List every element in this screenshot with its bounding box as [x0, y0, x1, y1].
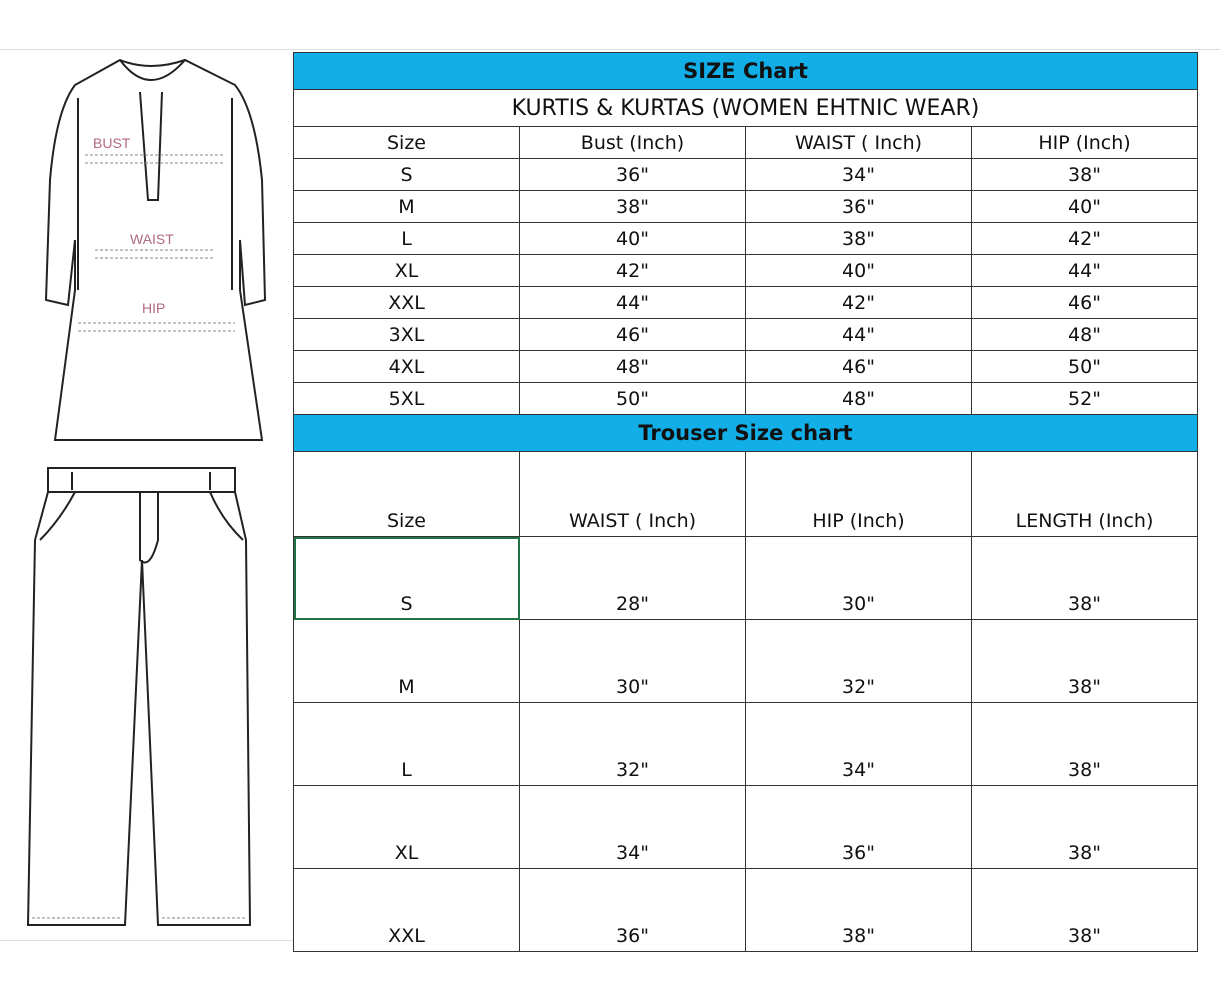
garment-illustration: BUST WAIST HIP [26, 58, 267, 926]
trouser-row: XXL 36" 38" 38" [293, 868, 1198, 952]
column-header: Size [293, 126, 520, 159]
kurta-row: XXL 44" 42" 46" [293, 286, 1198, 319]
trouser-header-row: Size WAIST ( Inch) HIP (Inch) LENGTH (In… [293, 451, 1198, 537]
table-cell[interactable]: 36" [519, 868, 746, 952]
trouser-banner: Trouser Size chart [293, 414, 1198, 452]
table-cell[interactable]: 38" [971, 785, 1198, 869]
table-cell[interactable]: 44" [519, 286, 746, 319]
table-cell[interactable]: 48" [971, 318, 1198, 351]
kurta-drawing: BUST WAIST HIP [44, 58, 267, 441]
kurta-row: S 36" 34" 38" [293, 158, 1198, 191]
table-cell[interactable]: 46" [745, 350, 972, 383]
kurta-row: M 38" 36" 40" [293, 190, 1198, 223]
waist-label: WAIST [130, 231, 174, 247]
table-cell[interactable]: S [293, 158, 520, 191]
table-cell[interactable]: 28" [519, 536, 746, 620]
trouser-row: L 32" 34" 38" [293, 702, 1198, 786]
table-cell[interactable]: L [293, 222, 520, 255]
table-cell[interactable]: 40" [519, 222, 746, 255]
table-cell[interactable]: 40" [745, 254, 972, 287]
table-cell[interactable]: 50" [971, 350, 1198, 383]
column-header: WAIST ( Inch) [745, 126, 972, 159]
table-cell[interactable]: 38" [745, 222, 972, 255]
table-cell[interactable]: 42" [745, 286, 972, 319]
table-cell[interactable]: M [293, 619, 520, 703]
table-cell[interactable]: 30" [519, 619, 746, 703]
table-cell[interactable]: 44" [971, 254, 1198, 287]
table-cell[interactable]: 36" [745, 190, 972, 223]
table-cell[interactable]: XL [293, 785, 520, 869]
table-cell[interactable]: 46" [519, 318, 746, 351]
column-header: Size [293, 451, 520, 537]
trouser-row: S 28" 30" 38" [293, 536, 1198, 620]
table-cell[interactable]: 38" [971, 619, 1198, 703]
table-cell[interactable]: 30" [745, 536, 972, 620]
kurta-row: L 40" 38" 42" [293, 222, 1198, 255]
table-cell[interactable]: 34" [745, 158, 972, 191]
kurta-header-row: Size Bust (Inch) WAIST ( Inch) HIP (Inch… [293, 126, 1198, 159]
trouser-row: XL 34" 36" 38" [293, 785, 1198, 869]
table-cell[interactable]: 36" [519, 158, 746, 191]
table-cell[interactable]: 34" [745, 702, 972, 786]
table-cell[interactable]: 42" [519, 254, 746, 287]
table-cell[interactable]: 38" [519, 190, 746, 223]
kurta-row: 5XL 50" 48" 52" [293, 382, 1198, 415]
column-header: LENGTH (Inch) [971, 451, 1198, 537]
table-cell[interactable]: 46" [971, 286, 1198, 319]
size-chart-banner: SIZE Chart [293, 52, 1198, 90]
table-cell[interactable]: S [293, 536, 520, 620]
kurta-row: 3XL 46" 44" 48" [293, 318, 1198, 351]
table-cell[interactable]: 48" [519, 350, 746, 383]
table-cell[interactable]: 38" [971, 536, 1198, 620]
table-cell[interactable]: 34" [519, 785, 746, 869]
table-cell[interactable]: 38" [971, 868, 1198, 952]
kurta-title: KURTIS & KURTAS (WOMEN EHTNIC WEAR) [293, 89, 1198, 127]
table-cell[interactable]: 38" [745, 868, 972, 952]
column-header: Bust (Inch) [519, 126, 746, 159]
column-header: WAIST ( Inch) [519, 451, 746, 537]
table-cell[interactable]: L [293, 702, 520, 786]
table-cell[interactable]: 38" [971, 702, 1198, 786]
bust-label: BUST [93, 135, 131, 151]
table-cell[interactable]: 44" [745, 318, 972, 351]
table-cell[interactable]: 36" [745, 785, 972, 869]
table-cell[interactable]: M [293, 190, 520, 223]
kurta-row: 4XL 48" 46" 50" [293, 350, 1198, 383]
table-cell[interactable]: XXL [293, 868, 520, 952]
hip-label: HIP [142, 300, 165, 316]
divider [0, 940, 293, 941]
table-cell[interactable]: 42" [971, 222, 1198, 255]
table-cell[interactable]: 40" [971, 190, 1198, 223]
table-cell[interactable]: 32" [519, 702, 746, 786]
table-cell[interactable]: 3XL [293, 318, 520, 351]
table-cell[interactable]: 32" [745, 619, 972, 703]
table-cell[interactable]: XXL [293, 286, 520, 319]
trouser-drawing [26, 467, 252, 926]
table-cell[interactable]: 48" [745, 382, 972, 415]
table-cell[interactable]: 4XL [293, 350, 520, 383]
table-cell[interactable]: 38" [971, 158, 1198, 191]
table-cell[interactable]: 52" [971, 382, 1198, 415]
divider [0, 49, 1220, 50]
table-cell[interactable]: XL [293, 254, 520, 287]
column-header: HIP (Inch) [971, 126, 1198, 159]
table-cell[interactable]: 50" [519, 382, 746, 415]
kurta-row: XL 42" 40" 44" [293, 254, 1198, 287]
trouser-row: M 30" 32" 38" [293, 619, 1198, 703]
column-header: HIP (Inch) [745, 451, 972, 537]
table-cell[interactable]: 5XL [293, 382, 520, 415]
size-chart-table: SIZE Chart KURTIS & KURTAS (WOMEN EHTNIC… [293, 52, 1198, 952]
